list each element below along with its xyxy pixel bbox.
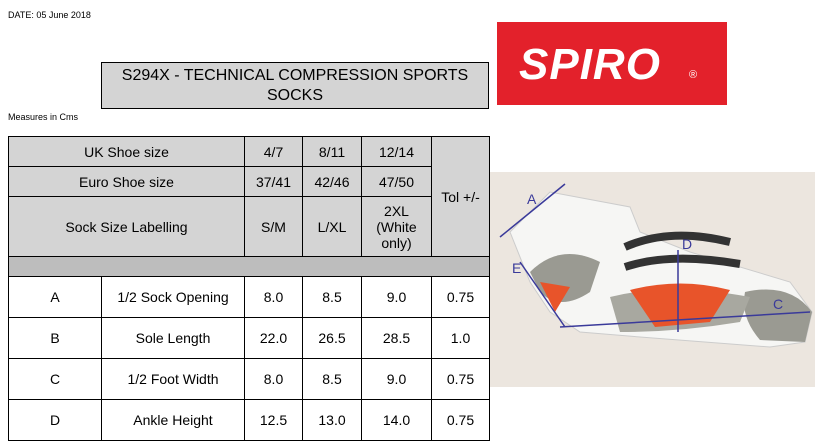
header-cell: 12/14 (361, 136, 432, 167)
header-cell: Sock Size Labelling (8, 196, 245, 257)
measures-note: Measures in Cms (8, 112, 79, 122)
cell: 26.5 (302, 317, 362, 359)
header-cell: 4/7 (244, 136, 303, 167)
header-cell: UK Shoe size (8, 136, 245, 167)
cell: 8.5 (302, 358, 362, 400)
toe (744, 289, 812, 342)
header-cell: 42/46 (302, 166, 362, 197)
sock-image (490, 172, 815, 387)
header-cell: 8/11 (302, 136, 362, 167)
measure-lines (499, 183, 811, 332)
cell: 0.75 (431, 399, 490, 441)
header-cell: 47/50 (361, 166, 432, 197)
cell: 8.5 (302, 276, 362, 318)
cell: 0.75 (431, 358, 490, 400)
cell: 9.0 (361, 358, 432, 400)
header-cell: Tol +/- (431, 136, 490, 257)
cell: 1/2 Sock Opening (101, 276, 245, 318)
diagram-label: D (682, 236, 693, 252)
header-cell: 37/41 (244, 166, 303, 197)
logo: SPIRO ® (497, 22, 727, 105)
logo-text: SPIRO (519, 40, 661, 89)
logo-mark: ® (689, 69, 698, 81)
stripe (623, 231, 731, 251)
diagram-label: E (512, 260, 522, 276)
band (8, 256, 490, 277)
cell: D (8, 399, 102, 441)
stripe (623, 254, 741, 271)
header-cell: S/M (244, 196, 303, 257)
panel-heel (540, 282, 570, 312)
cell: 0.75 (431, 276, 490, 318)
cell: C (8, 358, 102, 400)
cell: 1/2 Foot Width (101, 358, 245, 400)
cell: 12.5 (244, 399, 303, 441)
cell: A (8, 276, 102, 318)
cell: 13.0 (302, 399, 362, 441)
panel (630, 283, 730, 327)
header-cell: 2XL (White only) (361, 196, 432, 257)
title: S294X - TECHNICAL COMPRESSION SPORTS SOC… (101, 62, 489, 109)
cell: 28.5 (361, 317, 432, 359)
cell: 8.0 (244, 276, 303, 318)
header-cell: Euro Shoe size (8, 166, 245, 197)
cell: 1.0 (431, 317, 490, 359)
cell: Ankle Height (101, 399, 245, 441)
spec-table: UK Shoe size 4/7 8/11 12/14 Tol +/- Euro… (8, 136, 490, 441)
diagram-label: C (773, 296, 784, 312)
cell: 22.0 (244, 317, 303, 359)
cell: 8.0 (244, 358, 303, 400)
cell: 14.0 (361, 399, 432, 441)
cell: B (8, 317, 102, 359)
cell: Sole Length (101, 317, 245, 359)
header-cell: L/XL (302, 196, 362, 257)
cell: 9.0 (361, 276, 432, 318)
date: DATE: 05 June 2018 (8, 10, 91, 20)
diagram-label: A (527, 191, 537, 207)
